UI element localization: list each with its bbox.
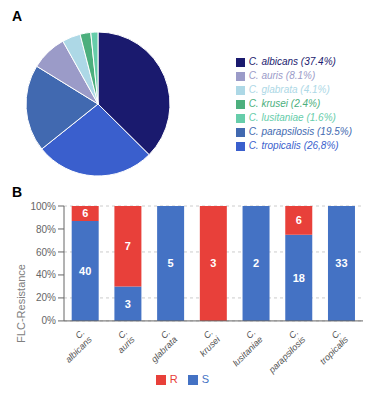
html-text:C. auris (8.1%): C. auris (8.1%) [248, 70, 316, 81]
svg-text:3: 3 [210, 257, 216, 269]
svg-text:18: 18 [293, 272, 305, 284]
html-text:B: B [12, 184, 23, 200]
svg-text:C.krusei: C.krusei [191, 327, 223, 359]
html-text:C. albicans (37.4%): C. albicans (37.4%) [248, 56, 336, 67]
svg-text:C.glabrata: C.glabrata [142, 327, 179, 364]
html-text:S: S [201, 372, 210, 385]
svg-text:2: 2 [253, 257, 259, 269]
svg-text:6: 6 [296, 214, 302, 226]
svg-text:C.tropicalis: C.tropicalis [311, 327, 351, 367]
svg-text:60%: 60% [36, 247, 56, 258]
html-text:C. glabrata (4.1%): C. glabrata (4.1%) [248, 84, 330, 95]
svg-text:C.auris: C.auris [109, 327, 137, 355]
svg-text:C.lusitaniae: C.lusitaniae [224, 327, 265, 368]
html-text:C. parapsilosis (19.5%): C. parapsilosis (19.5%) [248, 126, 352, 137]
svg-text:5: 5 [168, 257, 174, 269]
svg-text:FLC-Resistance: FLC-Resistance [15, 264, 27, 343]
svg-text:6: 6 [82, 207, 88, 219]
svg-text:80%: 80% [36, 224, 56, 235]
svg-text:3: 3 [125, 298, 131, 310]
html-text:C. tropicalis (26,8%): C. tropicalis (26,8%) [248, 140, 339, 151]
svg-text:0%: 0% [42, 315, 57, 326]
html-text:R: R [169, 372, 178, 385]
html-text:C. lusitaniae (1.6%): C. lusitaniae (1.6%) [248, 112, 336, 123]
html-text:C. krusei (2.4%): C. krusei (2.4%) [248, 98, 321, 109]
html-text:A: A [12, 8, 23, 24]
svg-text:20%: 20% [36, 292, 56, 303]
svg-text:C.albicans: C.albicans [56, 327, 94, 365]
svg-text:100%: 100% [30, 201, 56, 212]
svg-text:33: 33 [335, 257, 347, 269]
svg-text:40: 40 [79, 265, 91, 277]
svg-text:C.parapsilosis: C.parapsilosis [259, 327, 308, 376]
svg-text:40%: 40% [36, 269, 56, 280]
svg-text:7: 7 [125, 240, 131, 252]
